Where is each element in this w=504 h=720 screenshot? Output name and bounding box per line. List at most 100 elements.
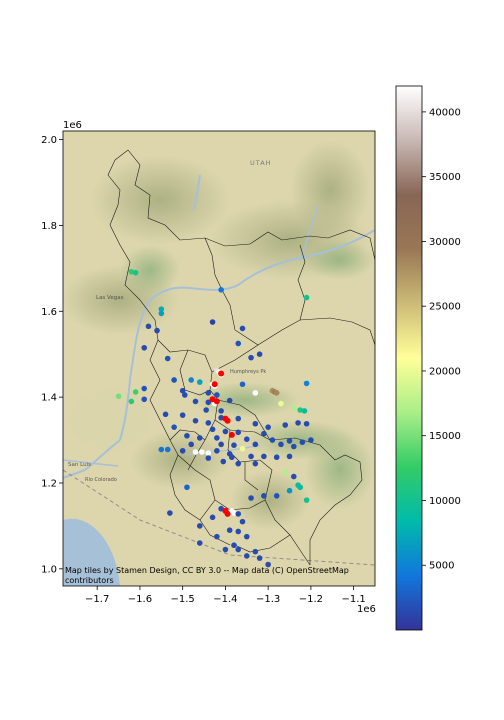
highlight-point xyxy=(213,398,220,405)
y-tick-label: 1.8 xyxy=(41,221,57,232)
data-point xyxy=(248,453,254,460)
data-point xyxy=(235,415,242,422)
data-point xyxy=(141,385,148,392)
place-labels: UTAH Las Vegas Humphreys Pk San Luis Rio… xyxy=(68,159,271,483)
data-point xyxy=(231,510,237,516)
data-point xyxy=(205,390,212,396)
data-point xyxy=(282,469,289,476)
international-border xyxy=(63,469,375,566)
data-point xyxy=(188,377,195,383)
data-point xyxy=(226,527,233,533)
water-features xyxy=(63,174,375,479)
data-point xyxy=(256,351,263,358)
data-point xyxy=(192,449,199,455)
data-point xyxy=(192,417,199,424)
data-point xyxy=(179,387,186,394)
highlight-point xyxy=(218,370,225,377)
data-point xyxy=(239,325,246,332)
data-point xyxy=(222,546,229,553)
data-point xyxy=(179,412,186,418)
colorbar-tick-label: 15000 xyxy=(429,431,461,442)
data-point xyxy=(184,432,190,439)
data-point xyxy=(158,310,165,317)
data-point xyxy=(231,542,237,549)
data-point xyxy=(252,460,259,467)
data-point xyxy=(205,455,212,461)
data-point xyxy=(132,269,139,276)
data-point xyxy=(214,447,220,454)
data-point xyxy=(196,435,203,441)
data-point xyxy=(301,408,308,414)
data-point xyxy=(278,400,284,407)
data-point xyxy=(308,437,314,443)
data-point xyxy=(286,438,293,444)
data-point xyxy=(171,377,177,383)
data-point xyxy=(222,428,229,435)
map-panel[interactable]: UTAH Las Vegas Humphreys Pk San Luis Rio… xyxy=(60,131,375,586)
data-point xyxy=(290,405,297,411)
data-point xyxy=(209,426,216,433)
colorbar-gradient xyxy=(395,85,423,631)
data-point xyxy=(248,495,254,501)
data-point xyxy=(243,533,250,540)
x-tick-label: −1.6 xyxy=(128,594,152,605)
data-point xyxy=(239,518,246,525)
data-point xyxy=(205,420,212,426)
y-tick-label: 1.2 xyxy=(41,478,57,489)
colorbar-tick-label: 35000 xyxy=(429,172,461,183)
data-point xyxy=(188,441,195,448)
data-point xyxy=(158,306,165,312)
data-point xyxy=(235,511,242,517)
data-point xyxy=(261,430,267,437)
data-point xyxy=(162,411,169,418)
x-tick-label: −1.4 xyxy=(213,594,237,605)
x-tick-label: −1.3 xyxy=(256,594,280,605)
data-point xyxy=(214,435,220,441)
data-point xyxy=(205,399,212,406)
data-point xyxy=(171,424,177,430)
data-point xyxy=(235,340,242,347)
data-point xyxy=(218,408,224,414)
data-point xyxy=(282,422,289,428)
data-point xyxy=(252,441,259,448)
data-point xyxy=(196,379,203,385)
data-point xyxy=(214,392,220,398)
data-point xyxy=(218,441,224,448)
map-frame xyxy=(62,130,376,587)
attribution-line1: Map tiles by Stamen Design, CC BY 3.0 --… xyxy=(65,566,349,575)
data-point xyxy=(252,390,259,396)
data-point xyxy=(273,390,280,396)
data-point xyxy=(128,268,135,275)
y-tick-label: 2.0 xyxy=(41,135,57,146)
gulf-of-california xyxy=(63,518,120,586)
data-point xyxy=(141,344,148,351)
data-point xyxy=(235,460,242,467)
data-point xyxy=(164,446,171,453)
data-point xyxy=(273,454,280,461)
data-point xyxy=(297,484,304,491)
colorbar-tick-label: 30000 xyxy=(429,237,461,248)
data-point xyxy=(205,450,212,456)
data-points xyxy=(115,268,314,568)
data-point xyxy=(209,514,216,521)
colorbar-tick-label: 25000 xyxy=(429,302,461,313)
x-tick-label: −1.7 xyxy=(85,594,109,605)
data-point xyxy=(278,441,284,448)
highlight-point xyxy=(224,510,231,517)
highlight-point xyxy=(224,417,231,424)
data-point xyxy=(235,429,242,436)
terrain-relief xyxy=(63,140,375,530)
highlight-point xyxy=(228,431,235,438)
data-point xyxy=(239,445,246,452)
data-point xyxy=(158,446,165,453)
data-point xyxy=(303,497,310,503)
data-point xyxy=(231,442,237,449)
data-point xyxy=(229,454,235,461)
data-point xyxy=(203,407,209,413)
data-point xyxy=(303,420,310,427)
data-point xyxy=(303,380,310,387)
data-point xyxy=(239,381,246,388)
data-point xyxy=(261,493,267,499)
x-axis: −1.7 −1.6 −1.5 −1.4 −1.3 −1.2 −1.1 xyxy=(85,586,366,605)
label-las-vegas: Las Vegas xyxy=(96,295,124,301)
